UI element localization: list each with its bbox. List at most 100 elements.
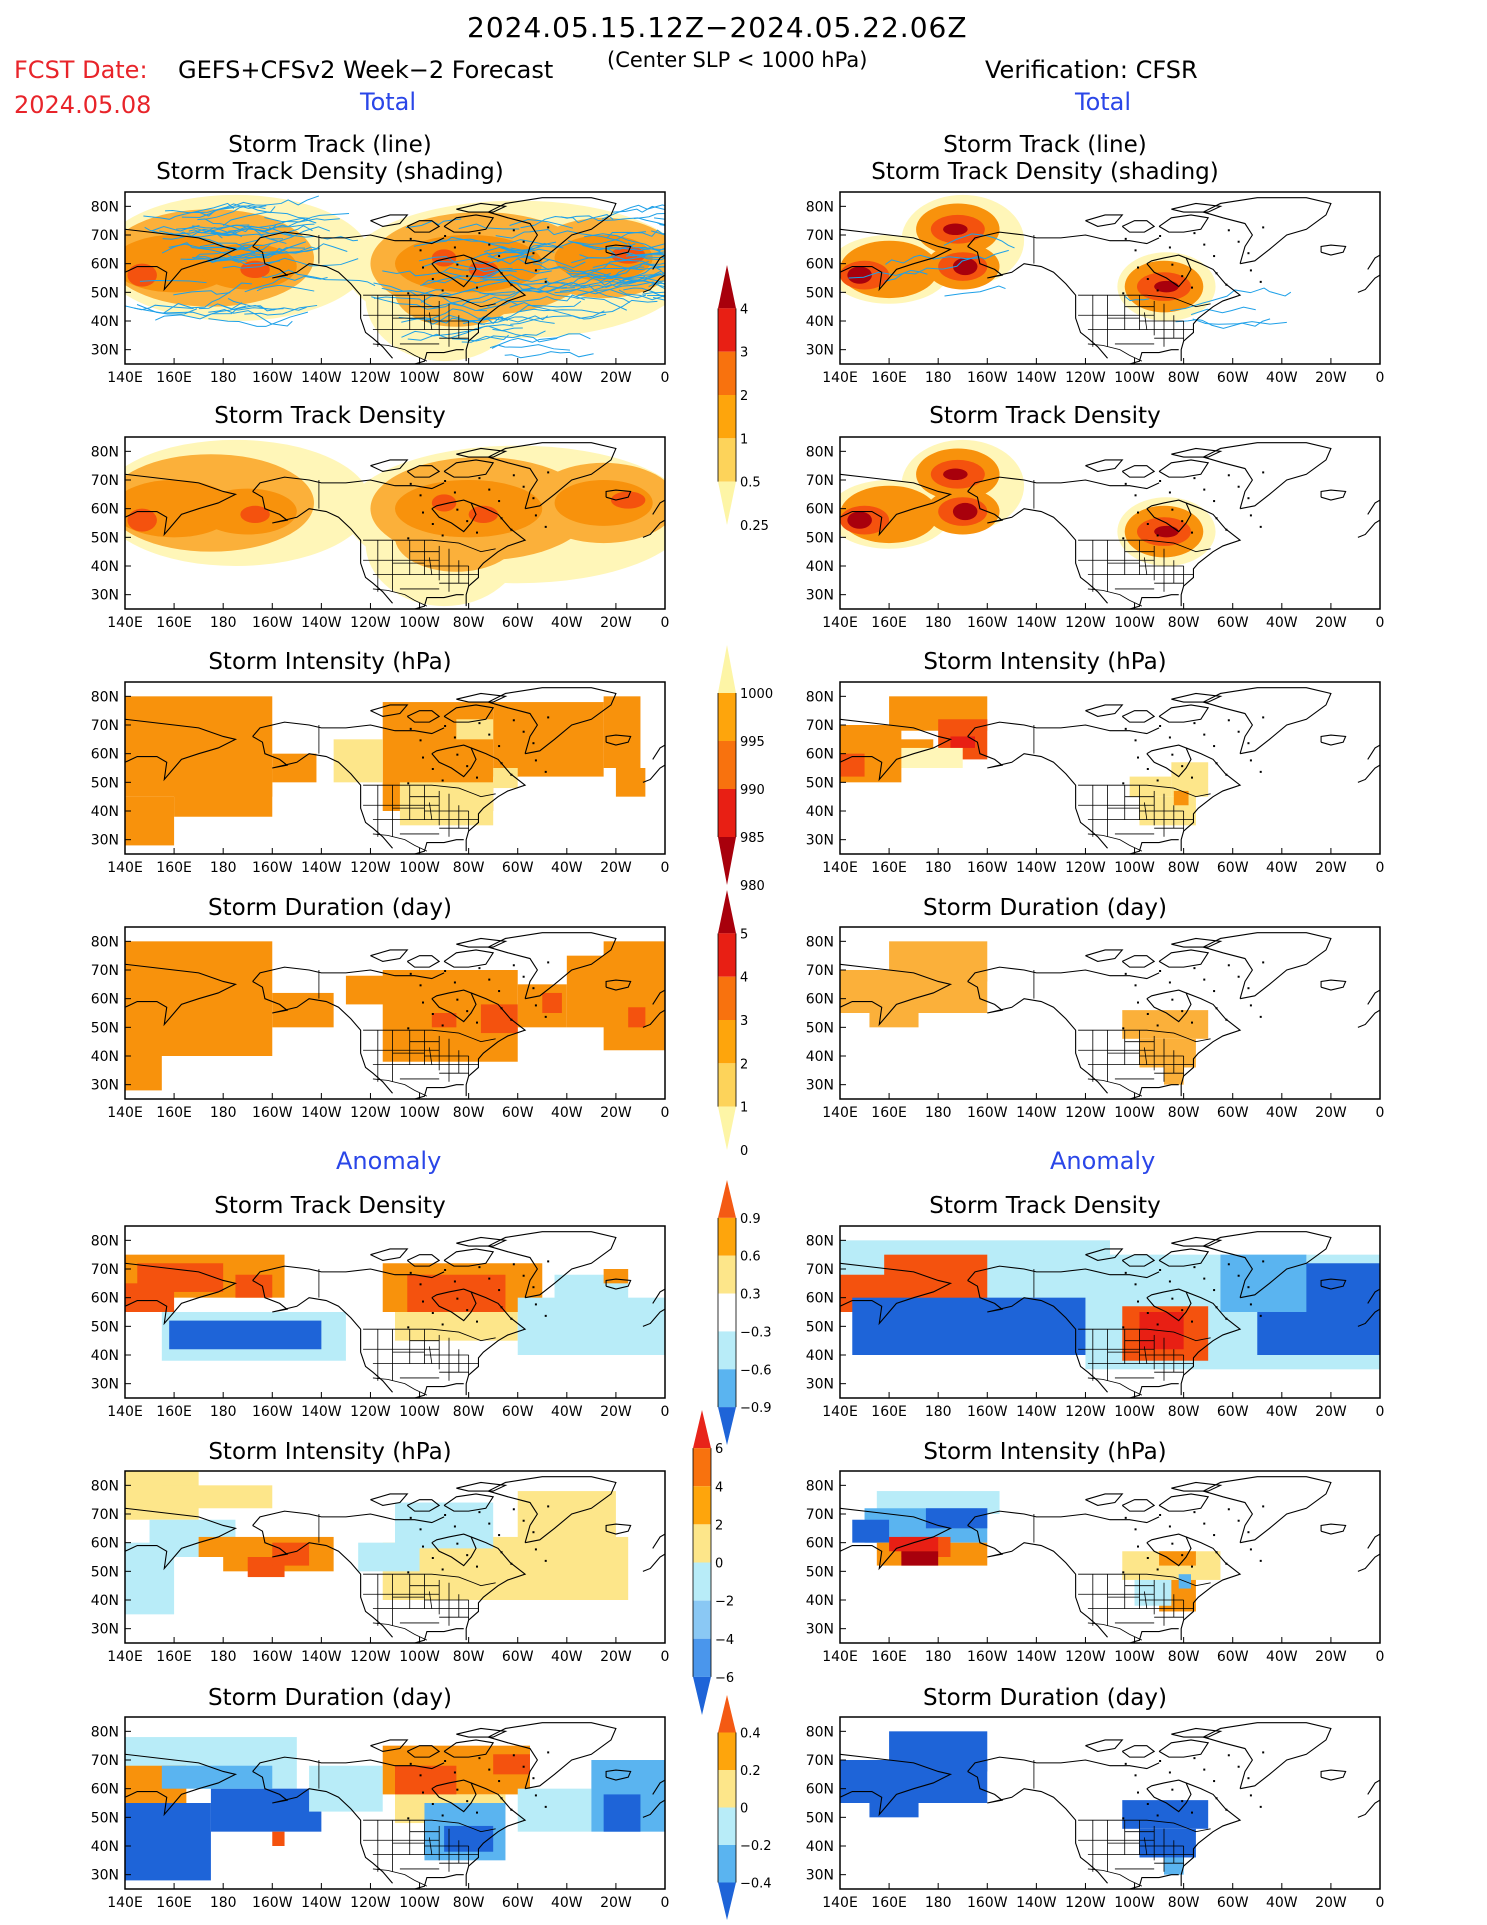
- coastline: [1085, 704, 1124, 717]
- storm-track-line: [139, 279, 207, 284]
- island: [453, 1771, 456, 1774]
- storm-track-line: [487, 255, 534, 265]
- coastline: [1320, 244, 1347, 256]
- island: [1247, 252, 1250, 255]
- shade-cell: [603, 696, 641, 768]
- island: [544, 1559, 547, 1562]
- coastline: [252, 1524, 393, 1638]
- shade-cell: [852, 1519, 890, 1543]
- storm-track-line: [125, 304, 194, 311]
- lat-tick-label: 70N: [806, 473, 834, 489]
- state-border: [1078, 1328, 1211, 1342]
- storm-track-line: [202, 242, 272, 263]
- storm-track-line: [509, 301, 605, 319]
- shade-cell: [125, 796, 175, 846]
- state-border: [1078, 1029, 1211, 1043]
- island: [1191, 1565, 1193, 1568]
- island: [407, 1027, 410, 1030]
- island: [534, 1004, 537, 1007]
- storm-track-line: [520, 214, 614, 229]
- storm-track-line: [244, 275, 328, 293]
- island: [456, 1788, 459, 1791]
- lon-tick-label: 140W: [1016, 1105, 1057, 1121]
- lon-tick-label: 140W: [301, 1895, 342, 1911]
- lat-tick-label: 40N: [806, 559, 834, 575]
- island: [466, 275, 469, 278]
- lat-tick-label: 50N: [91, 1020, 119, 1036]
- coastline: [406, 710, 441, 723]
- storm-track-line: [1124, 296, 1150, 302]
- island: [500, 1797, 503, 1800]
- shade-cell: [1159, 1551, 1196, 1566]
- island: [1213, 500, 1216, 503]
- coastline: [1201, 442, 1332, 510]
- lon-tick-label: 100W: [399, 615, 440, 631]
- lon-tick-label: 60W: [502, 1649, 534, 1665]
- island: [1181, 1010, 1184, 1013]
- island: [1237, 1274, 1240, 1277]
- island: [547, 716, 550, 719]
- coastline: [967, 1510, 1160, 1526]
- storm-track-line: [205, 204, 266, 220]
- lon-tick-label: 60W: [502, 370, 534, 386]
- colorbar-cell: [693, 1638, 711, 1677]
- coastline: [1085, 949, 1124, 962]
- lon-tick-label: 160W: [252, 860, 293, 876]
- shade-cell: [901, 747, 963, 768]
- island: [547, 1260, 550, 1263]
- coastline: [125, 1753, 238, 1817]
- coastline: [252, 966, 445, 982]
- coastline: [456, 1727, 508, 1738]
- storm-track-line: [592, 263, 665, 271]
- island: [1137, 266, 1139, 269]
- shade-cell: [174, 768, 273, 817]
- colorbar-cell: [718, 1732, 736, 1770]
- fcst-date-value: 2024.05.08: [14, 91, 152, 119]
- island: [431, 1803, 434, 1805]
- shade-cell: [395, 1312, 518, 1341]
- lat-tick-label: 80N: [806, 199, 834, 215]
- lon-tick-label: 80W: [453, 1404, 485, 1420]
- island: [1213, 1780, 1216, 1783]
- map-forecast-total-duration: 80N 70N 60N 50N 40N 30N 140E 160E 180 160W 140W 120…: [91, 926, 669, 1121]
- coastline: [1085, 1493, 1124, 1506]
- storm-track-line: [371, 296, 471, 310]
- lat-tick-label: 40N: [91, 314, 119, 330]
- island: [1193, 232, 1196, 235]
- lon-tick-label: 140W: [301, 860, 342, 876]
- coastline: [370, 1739, 409, 1752]
- shade-cell: [272, 1542, 310, 1566]
- lon-tick-label: 40W: [1266, 615, 1298, 631]
- map-field: [125, 194, 665, 364]
- island: [1215, 1551, 1218, 1554]
- storm-track-line: [577, 281, 665, 296]
- island: [1225, 1018, 1228, 1021]
- shade-region: [240, 505, 270, 523]
- island: [1249, 1548, 1252, 1551]
- lon-tick-label: 80W: [453, 1895, 485, 1911]
- state-border: [1087, 833, 1143, 852]
- lat-tick-label: 30N: [91, 343, 119, 359]
- lon-tick-label: 120W: [350, 1105, 391, 1121]
- storm-track-line: [574, 231, 646, 245]
- colorbar-label: −0.6: [740, 1363, 772, 1378]
- shade-region: [127, 508, 157, 532]
- island: [1159, 235, 1162, 237]
- lat-tick-label: 30N: [806, 343, 834, 359]
- colorbar-cell: [718, 1807, 736, 1845]
- island: [1146, 768, 1149, 770]
- coastline: [652, 989, 665, 1005]
- coastline: [1201, 932, 1332, 1000]
- island: [534, 514, 537, 517]
- island: [1237, 485, 1240, 488]
- island: [498, 990, 501, 993]
- shade-cell: [456, 719, 494, 740]
- state-border: [363, 784, 496, 798]
- lon-tick-label: 140W: [1016, 370, 1057, 386]
- lon-tick-label: 40W: [551, 1404, 583, 1420]
- lat-tick-label: 30N: [806, 1377, 834, 1393]
- shade-cell: [1173, 790, 1189, 806]
- lat-tick-label: 40N: [806, 804, 834, 820]
- lon-tick-label: 160W: [252, 370, 293, 386]
- island: [512, 719, 515, 722]
